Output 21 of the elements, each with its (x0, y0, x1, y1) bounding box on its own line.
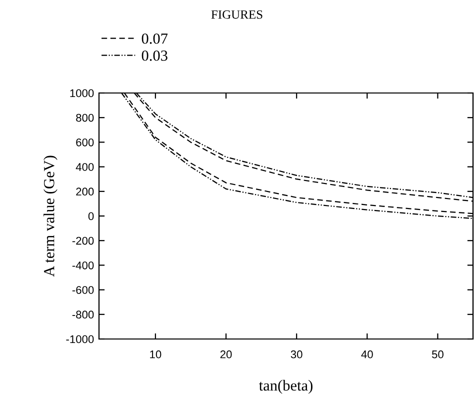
y-tick-label: -800 (72, 310, 94, 319)
legend-label: 0.07 (142, 33, 168, 44)
chart-title: FIGURES (211, 10, 262, 19)
x-tick-label: 40 (361, 350, 373, 358)
x-tick-label: 30 (290, 350, 302, 358)
y-axis-title: A term value (GeV) (44, 156, 58, 277)
y-tick-label: 400 (76, 163, 94, 171)
y-tick-label: -1000 (66, 335, 94, 344)
y-tick-label: 0 (88, 212, 94, 220)
y-tick-label: -600 (72, 286, 94, 294)
x-tick-label: 10 (150, 350, 162, 358)
y-tick-label: -400 (72, 261, 94, 270)
y-tick-label: 1000 (70, 89, 94, 98)
y-tick-label: 200 (76, 188, 94, 196)
x-tick-label: 20 (220, 350, 232, 358)
y-tick-label: -200 (72, 236, 94, 245)
y-tick-label: 800 (76, 114, 94, 122)
x-axis-title: tan(beta) (259, 380, 312, 394)
legend-label: 0.03 (142, 50, 168, 61)
x-tick-label: 50 (432, 350, 444, 358)
y-tick-label: 600 (76, 138, 94, 146)
